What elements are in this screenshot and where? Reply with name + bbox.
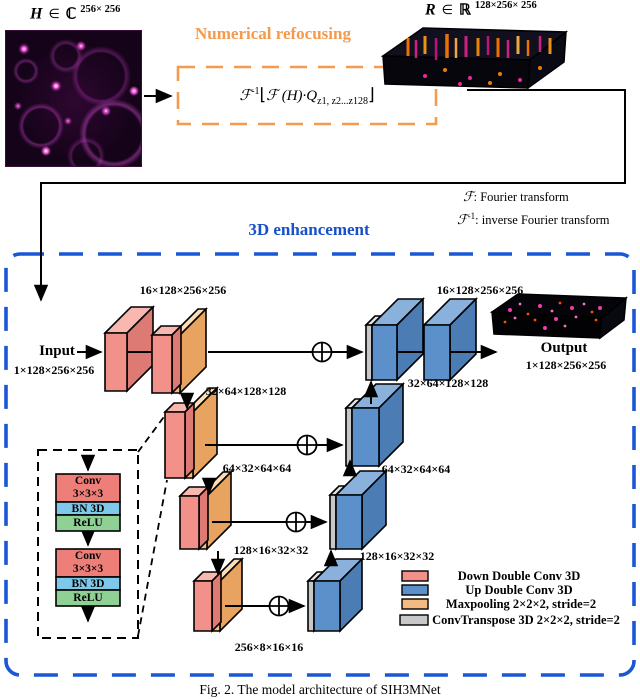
concat-oplus-2 [296,434,318,456]
refocus-dashed-box [176,65,438,126]
legend-label-down-conv: Down Double Conv 3D [457,569,581,583]
formula-body: ℱ (H)·Q [266,88,318,104]
double-conv-detail-box [37,449,139,639]
connector-arrows [33,88,626,623]
decoder-conv-2 [350,382,405,468]
enhancement-title: 3D enhancement [248,220,370,239]
colon: : [473,190,478,204]
legend-label-convtranspose: ConvTranspose 3D 2×2×2, stride=2 [432,613,620,627]
output-dims-label: 1×128×256×256 [525,358,607,372]
legend-label-maxpool: Maxpooling 2×2×2, stride=2 [445,597,597,611]
conv-rect-2 [55,548,121,578]
refocused-volume-image [380,27,569,90]
volume-var: R [425,1,436,19]
conv2-label: Conv [74,550,102,562]
element-of-symbol: ∈ [48,6,60,22]
volume-to-input-connector [33,89,626,302]
concat-symbols [268,341,333,617]
concat-oplus-4 [268,595,290,617]
double-conv-stack [55,473,121,607]
legend-swatch-maxpool [401,598,429,610]
legend-swatch-convtranspose [399,614,429,626]
fourier-text: Fourier transform [480,190,569,204]
inverse-fourier-symbol: ℱ [239,88,252,104]
detail-callout-line-bottom [137,479,168,637]
input-label: Input [39,343,75,359]
refocus-formula: ℱ-1⌊ℱ (H)·Qz1, z2...z128⌋ [239,86,374,107]
bn1-label: BN 3D [71,503,105,515]
bn2-label: BN 3D [71,578,105,590]
dec4-dims-label: 128×16×32×32 [359,549,435,563]
encoder-conv-4 [192,570,223,633]
concat-oplus-3 [285,511,307,533]
conv1-kernel-label: 3×3×3 [72,488,104,500]
volume-math-label: R ∈ ℝ 128×256× 256 [425,0,537,19]
inverse-fourier-text: inverse Fourier transform [481,213,610,228]
enc1-dims-label: 16×128×256×256 [139,283,227,297]
detail-callout-line-top [137,413,167,453]
conv1-label: Conv [74,475,102,487]
complex-set-symbol: ℂ [65,6,77,23]
enc2-dims-label: 32×64×128×128 [205,384,287,398]
legend-swatch-down-conv [401,570,429,582]
concat-oplus-1 [311,341,333,363]
conv2-kernel-label: 3×3×3 [72,563,104,575]
refocus-title: Numerical refocusing [195,24,351,43]
open-bracket: ⌊ [259,85,267,104]
conv-rect-1 [55,473,121,503]
legend-swatches [399,570,429,626]
encoder-conv-3 [178,485,210,551]
decoder-conv-1a [370,297,425,382]
inverse-exponent: -1 [251,86,260,97]
fourier-symbol: ℱ [463,189,474,204]
real-set-symbol: ℝ [459,2,471,19]
inverse-exponent: -1 [467,211,476,221]
encoder-conv-2 [163,401,196,480]
relu-rect-1 [55,514,121,532]
element-of-symbol: ∈ [441,2,453,18]
decoder-conv-3 [334,469,388,551]
dec3-dims-label: 64×32×64×64 [381,462,451,476]
enhancement-dashed-box [4,252,636,677]
relu2-label: ReLU [73,592,103,604]
fourier-legend-line2: ℱ-1: inverse Fourier transform [457,212,609,227]
inverse-fourier-symbol: ℱ [457,212,468,228]
input-dims-label: 1×128×256×256 [13,363,95,377]
volume-dims-superscript: 128×256× 256 [474,0,537,11]
fourier-legend-line1: ℱ: Fourier transform [463,190,569,204]
close-bracket: ⌋ [367,85,375,104]
colon: : [475,213,479,228]
encoder-conv-1b [150,324,183,395]
output-volume-image [489,293,628,340]
hologram-dims-superscript: 256× 256 [80,4,121,15]
z-planes-subscript: z1, z2...z128 [317,96,368,107]
enc4-dims-label: 128×16×32×32 [233,543,309,557]
decoder-conv-4 [312,557,364,633]
encoder-conv-1a [103,305,155,393]
output-label: Output [540,340,588,356]
hologram-var: H [30,5,43,23]
dec1-dims-label: 16×128×256×256 [436,283,524,297]
relu1-label: ReLU [73,517,103,529]
bottleneck-dims-label: 256×8×16×16 [234,640,304,654]
figure-caption: Fig. 2. The model architecture of SIH3MN… [199,682,441,697]
legend-swatch-up-conv [401,584,429,596]
enc3-dims-label: 64×32×64×64 [222,461,292,475]
dec2-dims-label: 32×64×128×128 [407,376,489,390]
relu-rect-2 [55,589,121,607]
hologram-math-label: H ∈ ℂ 256× 256 [30,4,121,23]
legend-label-up-conv: Up Double Conv 3D [465,583,573,597]
hologram-image [5,30,142,167]
decoder-conv-1b [422,297,478,382]
